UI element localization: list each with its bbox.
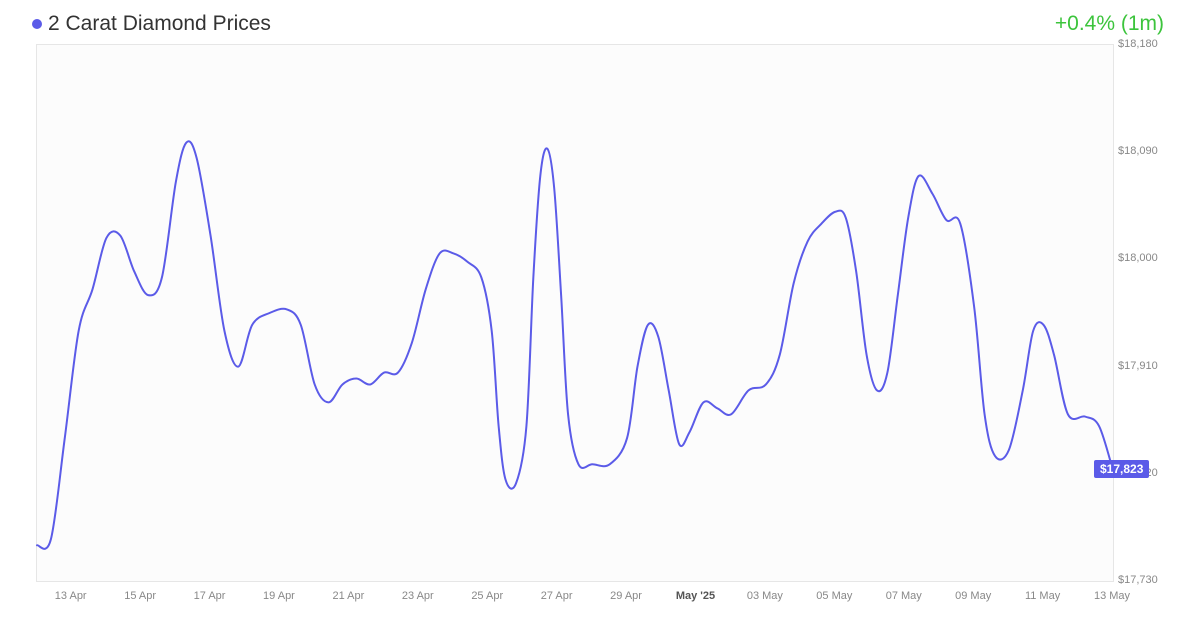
x-tick-label: 09 May: [955, 590, 991, 602]
x-tick-label: 23 Apr: [402, 590, 434, 602]
x-tick-label: 07 May: [886, 590, 922, 602]
x-tick-label: 29 Apr: [610, 590, 642, 602]
change-label: +0.4% (1m): [1055, 12, 1164, 36]
y-tick-label: $17,730: [1118, 574, 1158, 586]
chart-header: 2 Carat Diamond Prices +0.4% (1m): [32, 12, 1164, 36]
chart-container: 2 Carat Diamond Prices +0.4% (1m) $17,73…: [0, 0, 1200, 630]
x-tick-label: 19 Apr: [263, 590, 295, 602]
x-tick-label: 11 May: [1025, 590, 1060, 602]
y-tick-label: $18,090: [1118, 145, 1158, 157]
series-marker-icon: [32, 19, 42, 29]
x-tick-label: 17 Apr: [194, 590, 226, 602]
x-tick-label: 13 Apr: [55, 590, 87, 602]
x-tick-label: 21 Apr: [332, 590, 364, 602]
last-price-badge: $17,823: [1094, 460, 1149, 478]
chart-title: 2 Carat Diamond Prices: [48, 12, 271, 36]
x-tick-label: 05 May: [816, 590, 852, 602]
y-tick-label: $18,000: [1118, 252, 1158, 264]
x-tick-label: 03 May: [747, 590, 783, 602]
x-tick-label: 27 Apr: [541, 590, 573, 602]
plot-area: [36, 44, 1114, 582]
x-tick-label: 15 Apr: [124, 590, 156, 602]
x-tick-label: 13 May: [1094, 590, 1130, 602]
y-tick-label: $18,180: [1118, 38, 1158, 50]
y-tick-label: $17,910: [1118, 360, 1158, 372]
x-tick-label: May '25: [676, 590, 715, 602]
last-price-value: $17,823: [1100, 462, 1143, 476]
x-tick-label: 25 Apr: [471, 590, 503, 602]
price-line-chart: [37, 45, 1113, 581]
chart-title-wrap: 2 Carat Diamond Prices: [32, 12, 271, 36]
